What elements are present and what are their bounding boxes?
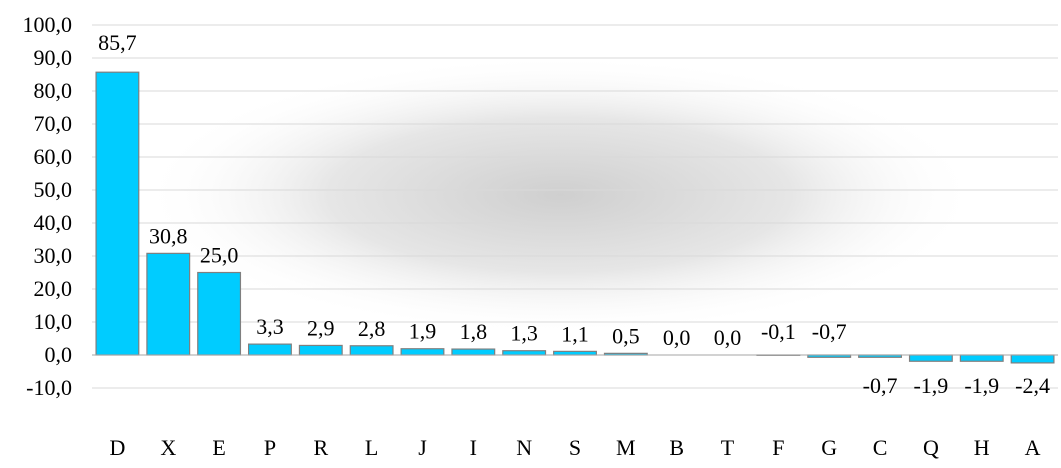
bar-x xyxy=(146,252,191,356)
y-tick-label: 90,0 xyxy=(34,45,73,70)
bars xyxy=(95,71,1055,364)
data-label: -1,9 xyxy=(913,373,948,398)
data-label: 0,5 xyxy=(612,323,640,348)
grid-lines xyxy=(92,24,1058,389)
bar-d xyxy=(95,71,140,356)
bar-e xyxy=(197,271,242,356)
data-label: -2,4 xyxy=(1015,373,1050,398)
y-tick-label: 10,0 xyxy=(34,309,73,334)
data-label: 1,3 xyxy=(510,321,538,346)
data-label: 1,8 xyxy=(460,319,488,344)
y-tick-label: 80,0 xyxy=(34,78,73,103)
data-label: -0,7 xyxy=(812,319,847,344)
data-label: -0,1 xyxy=(761,319,796,344)
y-tick-label: 0,0 xyxy=(45,342,73,367)
category-label: D xyxy=(109,435,125,460)
category-label: C xyxy=(873,435,888,460)
y-tick-label: -10,0 xyxy=(26,375,72,400)
bar-p xyxy=(247,343,292,356)
bar-n xyxy=(502,350,547,356)
bar-a xyxy=(1010,354,1055,364)
category-label: R xyxy=(313,435,328,460)
category-label: J xyxy=(418,435,427,460)
category-label: L xyxy=(365,435,378,460)
category-label: P xyxy=(264,435,276,460)
data-label: 0,0 xyxy=(714,325,742,350)
data-label: 2,9 xyxy=(307,315,335,340)
y-tick-label: 60,0 xyxy=(34,144,73,169)
y-tick-label: 30,0 xyxy=(34,243,73,268)
plot-background-shade xyxy=(140,55,980,335)
category-label: S xyxy=(569,435,581,460)
bar-i xyxy=(451,348,496,356)
category-label: X xyxy=(160,435,176,460)
y-tick-label: 20,0 xyxy=(34,276,73,301)
category-label: G xyxy=(821,435,837,460)
data-label: 85,7 xyxy=(98,30,137,55)
category-label: H xyxy=(974,435,990,460)
data-label: 30,8 xyxy=(149,223,188,248)
data-label: 1,9 xyxy=(409,319,437,344)
y-tick-label: 70,0 xyxy=(34,111,73,136)
category-label: M xyxy=(616,435,636,460)
bar-q xyxy=(908,354,953,362)
data-labels: 85,7 30,8 25,0 3,3 2,9 2,8 1,9 1,8 1,3 1,1 0,5 0,0 0… xyxy=(98,30,1050,398)
category-label: N xyxy=(516,435,532,460)
y-tick-label: 50,0 xyxy=(34,177,73,202)
data-label: 0,0 xyxy=(663,325,691,350)
data-label: 1,1 xyxy=(561,321,589,346)
y-tick-label: 100,0 xyxy=(23,12,73,37)
y-tick-label: 40,0 xyxy=(34,210,73,235)
category-label: E xyxy=(212,435,225,460)
bar-r xyxy=(298,344,343,356)
category-label: F xyxy=(772,435,784,460)
y-axis-tick-labels: -10,0 0,0 10,0 20,0 30,0 40,0 50,0 60,0 70,0 80,0… xyxy=(23,12,73,400)
data-label: 3,3 xyxy=(256,314,284,339)
bar-l xyxy=(349,345,394,356)
category-label: I xyxy=(470,435,477,460)
data-label: -0,7 xyxy=(863,373,898,398)
data-label: 2,8 xyxy=(358,316,386,341)
bar-s xyxy=(553,350,597,356)
category-label: Q xyxy=(923,435,939,460)
bar-h xyxy=(959,354,1004,362)
bar-j xyxy=(400,348,445,356)
data-label: 25,0 xyxy=(200,243,239,268)
category-label: T xyxy=(721,435,735,460)
category-label: B xyxy=(669,435,684,460)
data-label: -1,9 xyxy=(964,373,999,398)
category-label: A xyxy=(1025,435,1041,460)
